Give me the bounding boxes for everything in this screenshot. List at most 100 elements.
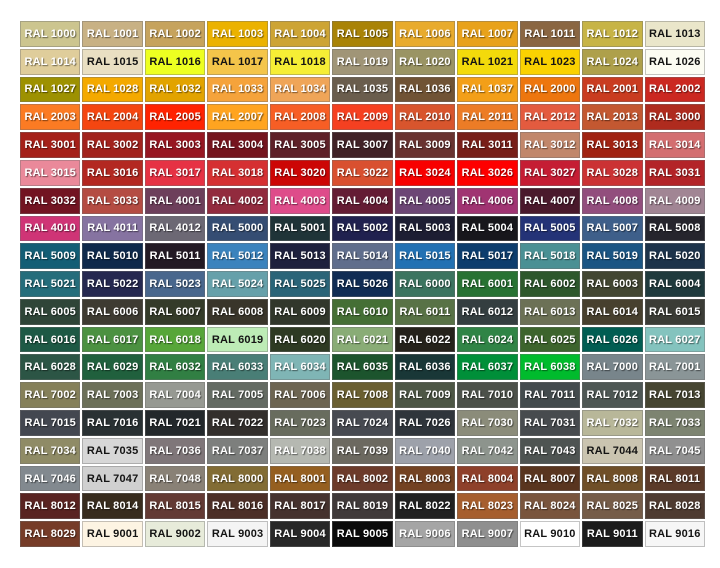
swatch-ral-5018: RAL 5018 <box>519 243 581 270</box>
swatch-ral-1016: RAL 1016 <box>144 48 206 75</box>
swatch-ral-6038: RAL 6038 <box>519 354 581 381</box>
swatch-ral-3032: RAL 3032 <box>20 187 81 214</box>
swatch-ral-9007: RAL 9007 <box>457 521 518 547</box>
swatch-ral-7037: RAL 7037 <box>207 437 268 464</box>
swatch-ral-1026: RAL 1026 <box>644 48 705 75</box>
swatch-ral-7024: RAL 7024 <box>332 410 393 436</box>
swatch-ral-7004: RAL 7004 <box>144 382 206 409</box>
swatch-ral-3026: RAL 3026 <box>457 159 518 186</box>
swatch-ral-7046: RAL 7046 <box>20 465 81 492</box>
swatch-ral-6026: RAL 6026 <box>582 326 643 353</box>
swatch-ral-5009: RAL 5009 <box>20 243 81 270</box>
swatch-ral-7008: RAL 7008 <box>332 382 393 409</box>
swatch-ral-2003: RAL 2003 <box>20 104 81 131</box>
swatch-ral-2012: RAL 2012 <box>519 104 581 131</box>
swatch-ral-5010: RAL 5010 <box>82 243 143 270</box>
swatch-ral-9005: RAL 9005 <box>332 521 393 547</box>
swatch-ral-6006: RAL 6006 <box>82 298 143 325</box>
swatch-ral-7001: RAL 7001 <box>644 354 705 381</box>
swatch-ral-3001: RAL 3001 <box>20 132 81 158</box>
swatch-ral-1028: RAL 1028 <box>82 76 143 103</box>
swatch-ral-6012: RAL 6012 <box>457 298 518 325</box>
swatch-ral-8022: RAL 8022 <box>394 493 456 520</box>
swatch-ral-6021: RAL 6021 <box>332 326 393 353</box>
swatch-ral-1004: RAL 1004 <box>269 21 331 47</box>
swatch-ral-5008: RAL 5008 <box>644 215 705 242</box>
swatch-ral-1017: RAL 1017 <box>207 48 268 75</box>
swatch-ral-7002: RAL 7002 <box>20 382 81 409</box>
swatch-ral-6028: RAL 6028 <box>20 354 81 381</box>
swatch-ral-7032: RAL 7032 <box>582 410 643 436</box>
swatch-ral-3022: RAL 3022 <box>332 159 393 186</box>
swatch-ral-3012: RAL 3012 <box>519 132 581 158</box>
swatch-ral-7043: RAL 7043 <box>519 437 581 464</box>
swatch-ral-4012: RAL 4012 <box>144 215 206 242</box>
swatch-ral-3003: RAL 3003 <box>144 132 206 158</box>
swatch-ral-7030: RAL 7030 <box>457 410 518 436</box>
swatch-ral-2000: RAL 2000 <box>519 76 581 103</box>
swatch-ral-7015: RAL 7015 <box>20 410 81 436</box>
swatch-ral-6015: RAL 6015 <box>644 298 705 325</box>
swatch-ral-5013: RAL 5013 <box>269 243 331 270</box>
swatch-ral-7009: RAL 7009 <box>394 382 456 409</box>
swatch-ral-1037: RAL 1037 <box>457 76 518 103</box>
swatch-ral-4009: RAL 4009 <box>644 187 705 214</box>
swatch-ral-4002: RAL 4002 <box>207 187 268 214</box>
swatch-ral-6008: RAL 6008 <box>207 298 268 325</box>
swatch-ral-6019: RAL 6019 <box>207 326 268 353</box>
swatch-ral-8003: RAL 8003 <box>394 465 456 492</box>
swatch-ral-6024: RAL 6024 <box>457 326 518 353</box>
ral-color-grid: RAL 1000 RAL 1001 RAL 1002 RAL 1003 RAL 1004… <box>20 21 705 547</box>
swatch-ral-7010: RAL 7010 <box>457 382 518 409</box>
swatch-ral-1035: RAL 1035 <box>332 76 393 103</box>
swatch-ral-7023: RAL 7023 <box>269 410 331 436</box>
swatch-ral-5023: RAL 5023 <box>144 271 206 297</box>
swatch-ral-5019: RAL 5019 <box>582 243 643 270</box>
swatch-ral-6020: RAL 6020 <box>269 326 331 353</box>
swatch-ral-8024: RAL 8024 <box>519 493 581 520</box>
swatch-ral-3024: RAL 3024 <box>394 159 456 186</box>
swatch-ral-1011: RAL 1011 <box>519 21 581 47</box>
swatch-ral-2008: RAL 2008 <box>269 104 331 131</box>
swatch-ral-2011: RAL 2011 <box>457 104 518 131</box>
swatch-ral-3007: RAL 3007 <box>332 132 393 158</box>
swatch-ral-7034: RAL 7034 <box>20 437 81 464</box>
swatch-ral-3004: RAL 3004 <box>207 132 268 158</box>
swatch-ral-3017: RAL 3017 <box>144 159 206 186</box>
swatch-ral-8007: RAL 8007 <box>519 465 581 492</box>
swatch-ral-1018: RAL 1018 <box>269 48 331 75</box>
swatch-ral-5002: RAL 5002 <box>332 215 393 242</box>
swatch-ral-1019: RAL 1019 <box>332 48 393 75</box>
swatch-ral-3009: RAL 3009 <box>394 132 456 158</box>
swatch-ral-1007: RAL 1007 <box>457 21 518 47</box>
swatch-ral-8011: RAL 8011 <box>644 465 705 492</box>
swatch-ral-6009: RAL 6009 <box>269 298 331 325</box>
swatch-ral-6017: RAL 6017 <box>82 326 143 353</box>
swatch-ral-4003: RAL 4003 <box>269 187 331 214</box>
swatch-ral-5022: RAL 5022 <box>82 271 143 297</box>
swatch-ral-2007: RAL 2007 <box>207 104 268 131</box>
swatch-ral-5025: RAL 5025 <box>269 271 331 297</box>
swatch-ral-5011: RAL 5011 <box>144 243 206 270</box>
swatch-ral-8028: RAL 8028 <box>644 493 705 520</box>
swatch-ral-6014: RAL 6014 <box>582 298 643 325</box>
swatch-ral-6001: RAL 6001 <box>457 271 518 297</box>
swatch-ral-7048: RAL 7048 <box>144 465 206 492</box>
swatch-ral-3027: RAL 3027 <box>519 159 581 186</box>
swatch-ral-7011: RAL 7011 <box>519 382 581 409</box>
swatch-ral-7035: RAL 7035 <box>82 437 143 464</box>
swatch-ral-8023: RAL 8023 <box>457 493 518 520</box>
swatch-ral-5017: RAL 5017 <box>457 243 518 270</box>
swatch-ral-8004: RAL 8004 <box>457 465 518 492</box>
swatch-ral-5015: RAL 5015 <box>394 243 456 270</box>
swatch-ral-6016: RAL 6016 <box>20 326 81 353</box>
swatch-ral-5003: RAL 5003 <box>394 215 456 242</box>
swatch-ral-7038: RAL 7038 <box>269 437 331 464</box>
swatch-ral-7000: RAL 7000 <box>582 354 643 381</box>
swatch-ral-9004: RAL 9004 <box>269 521 331 547</box>
swatch-ral-3020: RAL 3020 <box>269 159 331 186</box>
swatch-ral-7040: RAL 7040 <box>394 437 456 464</box>
swatch-ral-1002: RAL 1002 <box>144 21 206 47</box>
